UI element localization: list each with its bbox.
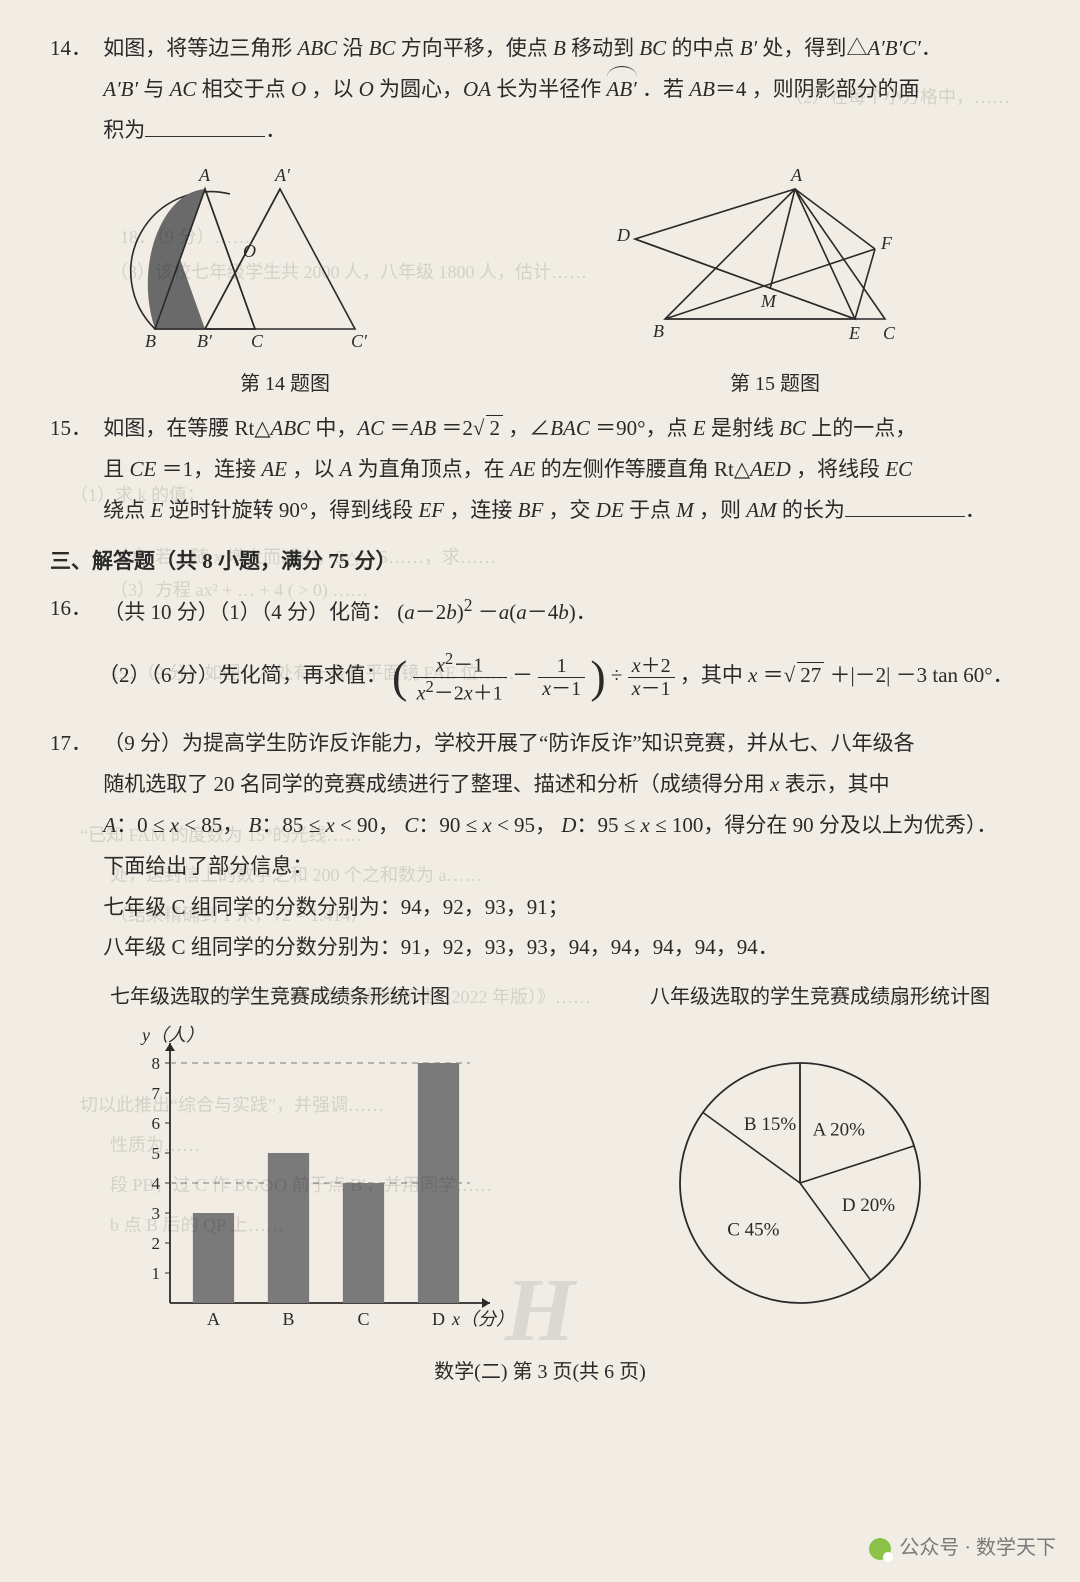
q16-num: 16．: [50, 588, 98, 629]
q16-part2: （2）（6 分）先化简，再求值： ( x2－1 x2－2x＋1 － 1 x－1 …: [98, 650, 1030, 704]
svg-text:B: B: [282, 1309, 294, 1329]
svg-text:A 20%: A 20%: [813, 1120, 865, 1141]
svg-text:3: 3: [152, 1204, 161, 1223]
q14-blank: [145, 116, 265, 137]
svg-text:C: C: [883, 323, 896, 343]
bar-title: 七年级选取的学生竞赛成绩条形统计图: [110, 978, 450, 1017]
page-footer: 数学(二) 第 3 页(共 6 页) H: [50, 1353, 1030, 1392]
fig14-wrap: A A′ O B B′ C C′ 第 14 题图: [125, 159, 445, 404]
svg-text:C′: C′: [351, 331, 368, 349]
chart-titles: 七年级选取的学生竞赛成绩条形统计图 八年级选取的学生竞赛成绩扇形统计图: [110, 978, 990, 1017]
q16-body: （共 10 分）（1）（4 分）化简： (a－2b)2 －a(a－4b)．: [103, 588, 1023, 633]
svg-text:O: O: [243, 241, 256, 261]
pie-title: 八年级选取的学生竞赛成绩扇形统计图: [650, 978, 990, 1017]
question-14: 14． 如图，将等边三角形 ABC 沿 BC 方向平移，使点 B 移动到 BC …: [50, 28, 1030, 151]
footer-text: 数学(二) 第 3 页(共 6 页): [434, 1361, 646, 1383]
q15-blank: [845, 496, 965, 517]
svg-text:B: B: [653, 321, 664, 341]
svg-text:A: A: [207, 1309, 220, 1329]
section-3-heading: 三、解答题（共 8 小题，满分 75 分）: [50, 541, 1030, 582]
q14-num: 14．: [50, 28, 98, 69]
credit-line: 公众号 · 数学天下: [869, 1529, 1056, 1568]
svg-text:8: 8: [152, 1054, 161, 1073]
svg-text:D: D: [432, 1309, 445, 1329]
svg-text:A′: A′: [274, 165, 291, 185]
figure-row: A A′ O B B′ C C′ 第 14 题图: [50, 159, 1030, 404]
svg-text:B: B: [145, 331, 156, 349]
svg-text:E: E: [848, 323, 860, 343]
question-17: 17． （9 分）为提高学生防诈反诈能力，学校开展了“防诈反诈”知识竞赛，并从七…: [50, 723, 1030, 969]
svg-text:C 45%: C 45%: [727, 1220, 779, 1241]
frac3: x＋2 x－1: [628, 655, 675, 700]
svg-text:D: D: [616, 225, 630, 245]
svg-text:2: 2: [152, 1234, 161, 1253]
fig15-caption: 第 15 题图: [595, 365, 955, 404]
svg-text:D 20%: D 20%: [842, 1196, 895, 1217]
svg-text:7: 7: [152, 1084, 161, 1103]
svg-text:4: 4: [152, 1174, 161, 1193]
wechat-icon: [869, 1538, 891, 1560]
svg-text:x（分）: x（分）: [451, 1309, 514, 1329]
svg-text:C: C: [251, 331, 264, 349]
q15-num: 15．: [50, 408, 98, 449]
svg-text:A: A: [198, 165, 211, 185]
frac2: 1 x－1: [538, 655, 585, 700]
question-16: 16． （共 10 分）（1）（4 分）化简： (a－2b)2 －a(a－4b)…: [50, 588, 1030, 705]
svg-text:1: 1: [152, 1264, 161, 1283]
svg-text:B′: B′: [197, 331, 213, 349]
q17-body: （9 分）为提高学生防诈反诈能力，学校开展了“防诈反诈”知识竞赛，并从七、八年级…: [103, 723, 1023, 969]
svg-text:y（人）: y（人）: [140, 1025, 204, 1045]
fig14-caption: 第 14 题图: [125, 365, 445, 404]
svg-text:M: M: [760, 291, 777, 311]
svg-text:C: C: [357, 1309, 369, 1329]
pie-chart: A 20% D 20% C 45% B 15%: [620, 1023, 980, 1343]
fig15-svg: A D F B M E C: [595, 159, 955, 349]
svg-text:F: F: [880, 233, 893, 253]
svg-text:A: A: [790, 165, 803, 185]
fig15-wrap: A D F B M E C 第 15 题图: [595, 159, 955, 404]
q15-body: 如图，在等腰 Rt△ABC 中，AC ＝AB ＝2√2 ，∠BAC ＝90°，点…: [103, 408, 1023, 531]
frac1: x2－1 x2－2x＋1: [413, 650, 507, 704]
question-15: 15． 如图，在等腰 Rt△ABC 中，AC ＝AB ＝2√2 ，∠BAC ＝9…: [50, 408, 1030, 531]
q14-body: 如图，将等边三角形 ABC 沿 BC 方向平移，使点 B 移动到 BC 的中点 …: [103, 28, 1023, 151]
svg-text:B 15%: B 15%: [744, 1115, 796, 1136]
svg-text:6: 6: [152, 1114, 161, 1133]
svg-text:5: 5: [152, 1144, 161, 1163]
chart-row: 1 2 3 4 5 6 7 8 A B C Dy（人） x（分） A 20% D 20% C 45% B 15…: [50, 1023, 1030, 1343]
credit-text: 公众号 · 数学天下: [899, 1529, 1056, 1568]
fig14-svg: A A′ O B B′ C C′: [125, 159, 445, 349]
q17-num: 17．: [50, 723, 98, 764]
bar-chart: 1 2 3 4 5 6 7 8 A B C Dy（人） x（分）: [100, 1023, 520, 1343]
